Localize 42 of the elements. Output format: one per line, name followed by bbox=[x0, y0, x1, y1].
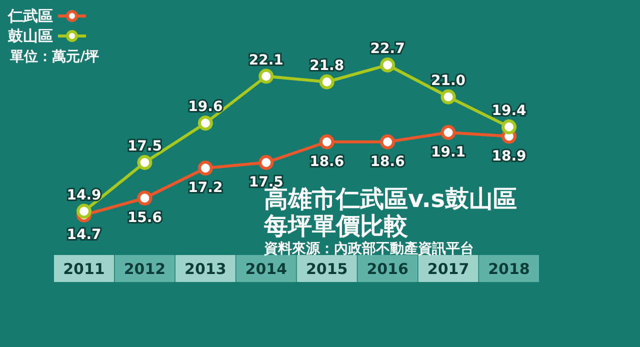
point bbox=[198, 160, 213, 176]
data-label: 19.4 bbox=[492, 102, 527, 119]
data-label: 18.6 bbox=[370, 154, 405, 170]
point bbox=[380, 134, 396, 150]
point bbox=[502, 119, 516, 134]
point bbox=[440, 89, 456, 104]
source-note: 資料來源：內政部不動產資訊平台 bbox=[264, 240, 474, 258]
data-label: 22.1 bbox=[248, 52, 284, 68]
data-label: 18.6 bbox=[310, 154, 344, 170]
data-label: 21.0 bbox=[431, 72, 466, 89]
text: 每坪單價比較 bbox=[264, 212, 409, 240]
legend-label: 鼓山區 bbox=[8, 26, 53, 46]
point bbox=[76, 204, 92, 219]
data-label: 17.5 bbox=[127, 138, 162, 154]
point bbox=[319, 74, 334, 90]
point bbox=[198, 116, 213, 131]
x-tick-label: 2018 bbox=[488, 260, 530, 278]
data-label: 19.6 bbox=[188, 99, 223, 116]
point bbox=[258, 68, 274, 84]
point bbox=[258, 155, 274, 170]
data-label: 17.2 bbox=[188, 180, 223, 196]
data-label: 22.7 bbox=[370, 41, 405, 57]
x-tick-label: 2016 bbox=[366, 260, 408, 278]
data-label: 18.9 bbox=[492, 148, 526, 164]
data-label: 15.6 bbox=[127, 210, 162, 226]
legend-label: 仁武區 bbox=[8, 6, 53, 26]
text: 單位：萬元/坪 bbox=[10, 48, 100, 66]
point bbox=[319, 134, 334, 150]
x-tick-label: 2014 bbox=[245, 260, 288, 278]
x-tick-label: 2011 bbox=[63, 260, 105, 278]
point bbox=[137, 190, 152, 206]
x-tick-label: 2012 bbox=[124, 260, 166, 278]
data-label: 14.9 bbox=[66, 187, 102, 204]
x-tick-label: 2017 bbox=[427, 260, 470, 278]
x-tick-label: 2015 bbox=[306, 260, 348, 278]
data-label: 19.1 bbox=[431, 144, 466, 160]
data-label: 14.7 bbox=[66, 227, 102, 243]
point bbox=[380, 58, 396, 72]
point bbox=[137, 155, 152, 170]
data-label: 21.8 bbox=[310, 58, 344, 74]
point bbox=[440, 125, 456, 140]
x-tick-label: 2013 bbox=[184, 260, 226, 278]
